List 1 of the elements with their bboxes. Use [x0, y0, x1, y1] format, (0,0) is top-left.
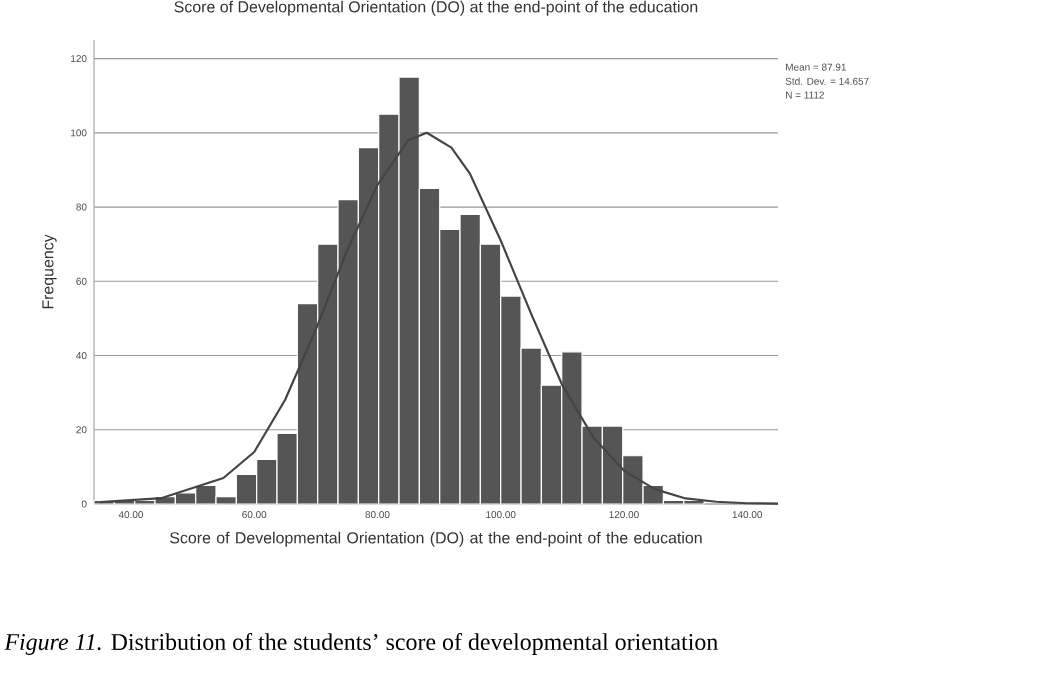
text: Figure 11. Distribution of the students’ score of developmental orientation	[4, 633, 718, 655]
